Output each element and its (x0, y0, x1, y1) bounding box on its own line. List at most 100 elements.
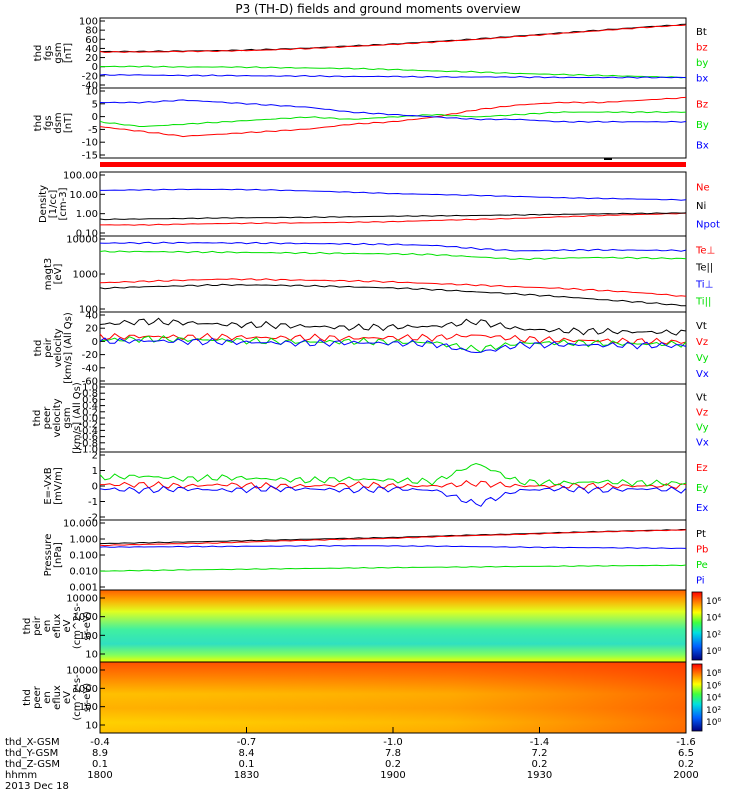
y-tick-label: 0.0 (82, 414, 98, 425)
y-tick-label: 80 (85, 26, 98, 37)
footer-date: 2013 Dec 18 (5, 781, 69, 792)
series-line-Ey (99, 462, 687, 487)
y-axis-label: en (42, 691, 53, 704)
panel-frame (99, 383, 687, 453)
legend-entry: Ez (696, 463, 708, 474)
x-tick-value: -1.6 (676, 737, 696, 748)
panel-5: 40 20 0 -20 -40 -60 thd peir velocity [km/s] (All… (33, 311, 709, 388)
quality-flag-bar (100, 162, 686, 167)
y-axis-label: gsm (53, 42, 64, 63)
y-tick-label: 100.00 (63, 171, 98, 182)
y-axis-label: [km/s] (All Qs) (72, 382, 83, 454)
x-tick-value: 1830 (234, 770, 259, 781)
colorbar-tick-label: 10⁴ (706, 694, 721, 704)
y-tick-label: 1.000 (69, 535, 98, 546)
y-tick-label: 10 (85, 721, 98, 732)
y-tick-label: -40 (82, 81, 98, 92)
y-tick-label: 0.6 (82, 395, 98, 406)
y-tick-label: 10.000 (63, 519, 98, 530)
x-tick-value: 0.2 (532, 759, 548, 770)
x-tick-value: 0.2 (678, 759, 694, 770)
series-line-Vz (99, 332, 687, 346)
x-tick-value: 6.5 (678, 748, 694, 759)
legend-entry: Pb (696, 544, 708, 555)
panel-frame (99, 519, 687, 591)
y-tick-label: -10 (82, 138, 98, 149)
panel-4: 10000 1000 100 magt3 [eV] Te⊥ Te|| Ti⊥ Ti|| (43, 235, 715, 316)
x-tick-value: 7.2 (532, 748, 548, 759)
panel-2: 105 0 -5 -10 -15 thd fgs dsm [nT] Bz By Bx (33, 87, 709, 162)
y-axis-label: thd (22, 618, 33, 635)
legend-entry: Vt (696, 321, 707, 332)
series-line-By (99, 111, 687, 127)
legend-entry: Vz (696, 337, 708, 348)
x-axis-row-label: hhmm (5, 770, 37, 781)
y-axis-label: eV (62, 691, 73, 704)
series-line-Bt (100, 23, 687, 53)
y-axis-label: magt3 (43, 258, 54, 291)
colorbar-tick-label: 10² (706, 630, 721, 640)
legend-entry: Ey (696, 483, 708, 494)
y-tick-label: -60 (82, 377, 98, 388)
y-axis-label: dsm (53, 112, 64, 133)
legend-entry: Ti⊥ (695, 280, 713, 291)
legend-entry: Vy (696, 353, 709, 364)
x-tick-value: 0.1 (92, 759, 108, 770)
series-line-Vx (99, 337, 687, 354)
y-axis-label: peir (32, 615, 43, 635)
legend-entry: Vx (696, 369, 709, 380)
panel-8: 10.000 1.000 0.100 0.010 0.001 Pressure [nPa] P… (43, 519, 708, 594)
colorbar-tick-label: 10⁶ (706, 597, 721, 607)
colorbar-tick-label: 10⁴ (706, 614, 721, 624)
y-axis-label: gsm (62, 407, 73, 428)
legend-entry: Ne (696, 182, 710, 193)
panel-7: 2 1 0 -1 -2 E=-VxB [mV/m] Ez Ey Ex (43, 451, 708, 524)
y-axis-label: velocity (53, 328, 64, 367)
panel-6: 1.00.80.60.40.20.0-0.2-0.4-0.6-0.8-1.0 th… (32, 382, 709, 455)
legend-entry: Vz (696, 408, 708, 419)
y-tick-label: 100 (79, 17, 98, 28)
spectrogram (100, 590, 686, 662)
y-tick-label: 1.0 (82, 383, 98, 394)
legend-entry: Vt (696, 393, 707, 404)
y-axis-label: fgs (43, 115, 54, 130)
y-tick-label: -0.2 (78, 420, 98, 431)
x-tick-value: -1.0 (383, 737, 403, 748)
series-line-bz (99, 24, 687, 53)
y-tick-label: 60 (85, 35, 98, 46)
y-axis-label: [km/s] (All Qs) (63, 312, 74, 384)
series-line-Ni (99, 212, 687, 221)
y-axis-label: peir (43, 337, 54, 357)
y-axis-label: fgs (43, 45, 54, 60)
series-line-by (99, 65, 687, 79)
y-axis-label: thd (22, 689, 33, 706)
series-line-Te|| (99, 283, 687, 307)
y-axis-label: thd (33, 115, 44, 132)
y-tick-label: 40 (85, 311, 98, 322)
legend-entry: Bz (696, 99, 708, 110)
y-tick-label: 0.010 (69, 567, 98, 578)
y-axis-label: [nT] (63, 113, 74, 133)
y-tick-label: -15 (82, 151, 98, 162)
y-tick-label: -20 (82, 350, 98, 361)
y-tick-label: 100 (79, 631, 98, 642)
y-axis-label: Pressure (43, 534, 54, 577)
y-tick-label: 40 (85, 44, 98, 55)
y-tick-label: 10 (85, 87, 98, 98)
y-tick-label: 1 (92, 466, 98, 477)
legend-entry: By (696, 120, 709, 131)
series-line-Te⊥ (99, 278, 687, 297)
y-axis-label: thd (33, 45, 44, 62)
x-tick-value: 1800 (87, 770, 112, 781)
y-axis-label: thd (32, 410, 43, 427)
y-tick-label: 0.2 (82, 407, 98, 418)
panel-frame (99, 235, 687, 313)
series-line-Pi (99, 544, 687, 550)
panel-frame (99, 87, 687, 159)
colorbar: 10⁶ 10⁴ 10² 10⁰ (691, 591, 721, 661)
y-tick-label: -40 (82, 363, 98, 374)
y-tick-label: 20 (85, 324, 98, 335)
quality-flag-mark (604, 158, 612, 160)
